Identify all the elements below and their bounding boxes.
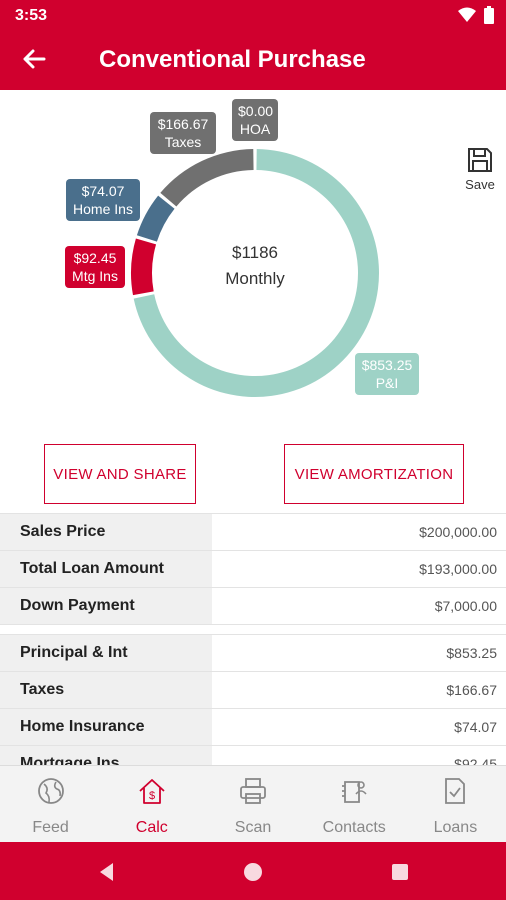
row-value: $74.07 — [454, 719, 497, 735]
row-value: $166.67 — [446, 682, 497, 698]
donut-slice-home-ins — [136, 195, 175, 242]
svg-text:$: $ — [149, 790, 155, 802]
donut-slice-taxes — [160, 149, 254, 207]
callout-taxes-value: $166.67 — [157, 116, 209, 132]
monthly-total: $1186 — [231, 243, 278, 262]
callout-mtg-ins: $92.45 Mtg Ins — [65, 246, 125, 288]
donut-slice-mtg-ins — [131, 238, 157, 296]
tab-loans-label: Loans — [433, 819, 478, 836]
back-arrow-icon — [22, 49, 46, 74]
contacts-icon — [339, 776, 369, 811]
callout-home-ins: $74.07 Home Ins — [66, 179, 140, 221]
monthly-label: Monthly — [225, 269, 285, 288]
row-value: $853.25 — [446, 645, 497, 661]
table-row: Down Payment $7,000.00 — [0, 587, 506, 624]
loan-details-table: Sales Price $200,000.00 Total Loan Amoun… — [0, 513, 506, 782]
row-label: Sales Price — [0, 514, 212, 550]
callout-pi: $853.25 P&I — [355, 353, 419, 395]
row-label: Taxes — [0, 672, 212, 708]
app-bar: Conventional Purchase — [0, 32, 506, 90]
callout-home-ins-label: Home Ins — [73, 201, 133, 217]
nav-back-icon[interactable] — [96, 861, 118, 883]
tab-calc[interactable]: $ Calc — [101, 766, 202, 842]
printer-icon — [238, 776, 268, 811]
callout-hoa-value: $0.00 — [238, 103, 274, 119]
row-label: Home Insurance — [0, 709, 212, 745]
wifi-icon — [458, 7, 476, 28]
tab-calc-label: Calc — [135, 819, 168, 836]
document-check-icon — [440, 776, 470, 811]
row-label: Down Payment — [0, 588, 212, 624]
table-row: Principal & Int $853.25 — [0, 634, 506, 671]
table-row: Home Insurance $74.07 — [0, 708, 506, 745]
nav-home-icon[interactable] — [242, 861, 264, 883]
tab-scan[interactable]: Scan — [202, 766, 303, 842]
save-label: Save — [465, 177, 495, 192]
view-and-share-button[interactable]: VIEW AND SHARE — [44, 444, 196, 504]
row-label: Principal & Int — [0, 635, 212, 671]
callout-hoa-label: HOA — [239, 121, 271, 137]
globe-icon — [36, 776, 66, 811]
tab-feed[interactable]: Feed — [0, 766, 101, 842]
back-button[interactable] — [14, 44, 54, 78]
status-bar: 3:53 — [0, 0, 506, 32]
chart-center: $1186 Monthly — [205, 240, 305, 292]
tab-loans[interactable]: Loans — [405, 766, 506, 842]
view-amortization-button[interactable]: VIEW AMORTIZATION — [284, 444, 464, 504]
tab-scan-label: Scan — [234, 819, 272, 836]
row-label: Total Loan Amount — [0, 551, 212, 587]
battery-icon — [484, 6, 494, 29]
row-value: $7,000.00 — [434, 598, 497, 614]
house-dollar-icon: $ — [137, 776, 167, 811]
table-row: Total Loan Amount $193,000.00 — [0, 550, 506, 587]
status-time: 3:53 — [15, 7, 48, 24]
callout-taxes-label: Taxes — [164, 134, 202, 150]
callout-pi-label: P&I — [375, 375, 399, 391]
callout-taxes: $166.67 Taxes — [150, 112, 216, 154]
callout-hoa: $0.00 HOA — [232, 99, 278, 141]
tab-contacts[interactable]: Contacts — [304, 766, 405, 842]
bottom-tab-bar: Feed $ Calc Scan Contacts Loans — [0, 765, 506, 842]
section-gap — [0, 624, 506, 634]
row-value: $193,000.00 — [419, 561, 497, 577]
save-button[interactable]: Save — [460, 146, 500, 192]
tab-contacts-label: Contacts — [322, 819, 386, 836]
callout-home-ins-value: $74.07 — [81, 183, 125, 199]
table-row: Taxes $166.67 — [0, 671, 506, 708]
tab-feed-label: Feed — [32, 819, 69, 836]
system-navigation-bar — [0, 842, 506, 900]
table-row: Sales Price $200,000.00 — [0, 513, 506, 550]
row-value: $200,000.00 — [419, 524, 497, 540]
callout-mtg-ins-label: Mtg Ins — [72, 268, 118, 284]
callout-pi-value: $853.25 — [361, 357, 413, 373]
nav-recents-icon[interactable] — [389, 861, 411, 883]
page-title: Conventional Purchase — [99, 46, 366, 73]
callout-mtg-ins-value: $92.45 — [73, 250, 117, 266]
floppy-disk-icon — [466, 148, 494, 177]
